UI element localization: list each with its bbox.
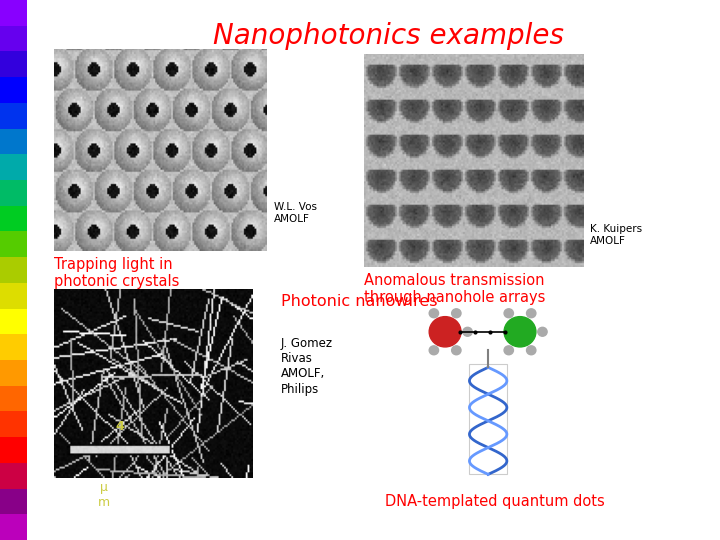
Bar	[0, 334, 27, 360]
Bar	[0, 386, 27, 411]
Circle shape	[463, 327, 472, 336]
Text: W.L. Vos
AMOLF: W.L. Vos AMOLF	[274, 202, 317, 224]
Circle shape	[429, 346, 438, 355]
Text: Nanophotonics examples: Nanophotonics examples	[213, 22, 564, 50]
Circle shape	[451, 346, 461, 355]
Bar	[0, 206, 27, 232]
Circle shape	[429, 316, 461, 347]
Text: μ
m: μ m	[99, 481, 110, 509]
Bar	[0, 103, 27, 129]
Circle shape	[451, 309, 461, 318]
Text: DNA-templated quantum dots: DNA-templated quantum dots	[385, 494, 605, 509]
Bar	[0, 129, 27, 154]
Bar	[0, 77, 27, 103]
Text: Anomalous transmission
through nanohole arrays: Anomalous transmission through nanohole …	[364, 273, 545, 305]
Circle shape	[504, 316, 536, 347]
Circle shape	[429, 309, 438, 318]
Bar	[0, 360, 27, 386]
Circle shape	[504, 309, 513, 318]
Text: 4: 4	[115, 421, 124, 434]
Text: K. Kuipers
AMOLF: K. Kuipers AMOLF	[590, 224, 642, 246]
Circle shape	[526, 309, 536, 318]
Text: Photonic nanowires: Photonic nanowires	[281, 294, 437, 309]
Bar	[0, 180, 27, 206]
Circle shape	[504, 346, 513, 355]
Bar	[0, 283, 27, 308]
Bar	[0, 463, 27, 489]
Circle shape	[538, 327, 547, 336]
Bar	[0, 51, 27, 77]
Text: J. Gomez
Rivas
AMOLF,
Philips: J. Gomez Rivas AMOLF, Philips	[281, 338, 333, 395]
Bar	[0, 308, 27, 334]
Bar	[0, 154, 27, 180]
Text: Trapping light in
photonic crystals: Trapping light in photonic crystals	[54, 256, 179, 289]
Bar	[0, 257, 27, 283]
Bar	[0, 489, 27, 514]
Bar	[0, 232, 27, 257]
Circle shape	[526, 346, 536, 355]
Bar	[0, 26, 27, 51]
Bar	[0, 437, 27, 463]
Bar	[0, 411, 27, 437]
Bar	[469, 364, 507, 474]
Bar	[0, 514, 27, 540]
Bar	[0, 0, 27, 26]
